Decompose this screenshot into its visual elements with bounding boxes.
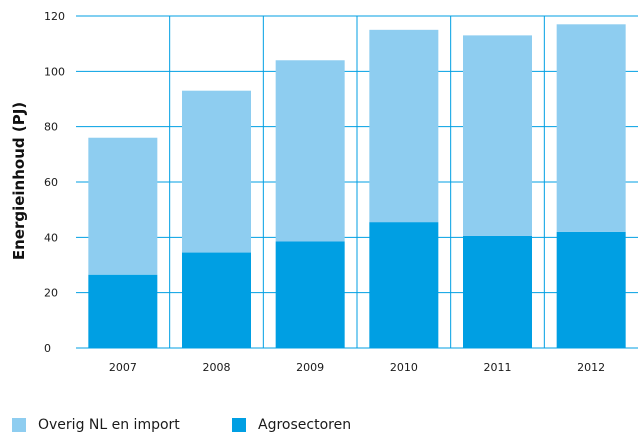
bar-2008-agrosectoren	[182, 252, 251, 348]
y-tick-label-60: 60	[44, 176, 58, 189]
bar-2012-agrosectoren	[556, 231, 626, 348]
bar-2007-overig	[88, 137, 158, 275]
x-tick-label-2008: 2008	[203, 361, 231, 374]
legend-swatch-overig	[12, 418, 26, 432]
y-tick-label-100: 100	[44, 65, 65, 78]
legend-item-overig: Overig NL en import	[12, 417, 180, 433]
bar-2011-overig	[463, 35, 532, 236]
y-tick-label-80: 80	[44, 121, 58, 134]
y-tick-label-120: 120	[44, 10, 65, 23]
bar-2009-agrosectoren	[275, 241, 345, 348]
x-tick-label-2009: 2009	[296, 361, 324, 374]
legend-label-overig: Overig NL en import	[38, 417, 180, 433]
legend-swatch-agrosectoren	[232, 418, 246, 432]
bar-2007-agrosectoren	[88, 274, 158, 348]
x-tick-label-2010: 2010	[390, 361, 418, 374]
bar-2010-overig	[369, 29, 439, 223]
bar-2012-overig	[556, 24, 626, 232]
y-tick-label-40: 40	[44, 231, 58, 244]
x-tick-label-2011: 2011	[484, 361, 512, 374]
y-axis-label: Energieinhoud (PJ)	[10, 102, 28, 260]
bar-2011-agrosectoren	[463, 235, 532, 348]
bar-2008-overig	[182, 90, 251, 253]
x-tick-label-2007: 2007	[109, 361, 137, 374]
legend-item-agrosectoren: Agrosectoren	[232, 417, 351, 433]
legend-label-agrosectoren: Agrosectoren	[258, 417, 352, 433]
x-tick-label-2012: 2012	[577, 361, 605, 374]
legend: Overig NL en import Agrosectoren	[0, 413, 638, 435]
stacked-bar-chart: 0 20 40 60 80 100 120 2007 2008 2009 2010 2011 2012 E…	[10, 10, 638, 374]
y-tick-label-20: 20	[44, 287, 58, 300]
bar-2010-agrosectoren	[369, 222, 439, 348]
bar-2009-overig	[275, 60, 345, 242]
y-tick-label-0: 0	[44, 342, 51, 355]
